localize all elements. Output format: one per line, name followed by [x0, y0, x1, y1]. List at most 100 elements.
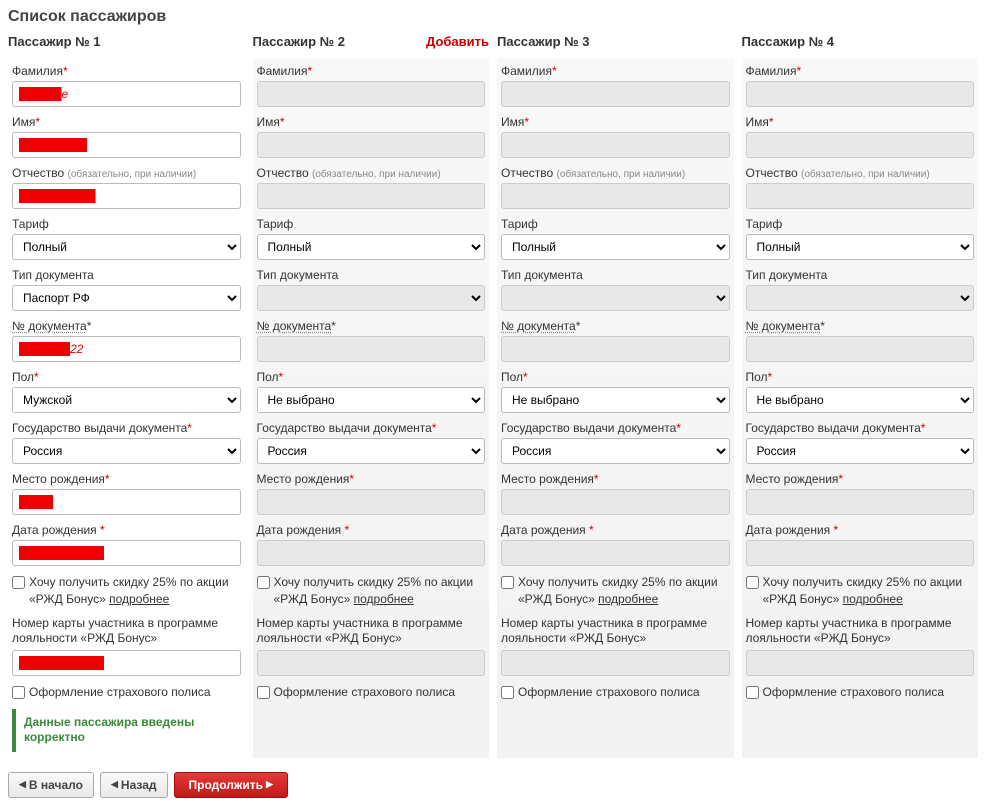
passenger-column-3: Пассажир № 3 Фамилия* Имя* Отчество (обя… [497, 34, 734, 758]
doc-number-label: № документа [257, 319, 332, 333]
birth-date-input[interactable] [501, 540, 730, 566]
name-input[interactable] [501, 132, 730, 158]
loyalty-label: Номер карты участника в программе лояльн… [257, 616, 486, 647]
passenger-header: Пассажир № 2 Добавить [253, 34, 490, 52]
passenger-column-1: Пассажир № 1 Фамилия* Имя* Отчество (обя… [8, 34, 245, 758]
name-input[interactable] [746, 132, 975, 158]
passenger-column-4: Пассажир № 4 Фамилия* Имя* Отчество (обя… [742, 34, 979, 758]
name-input[interactable] [12, 132, 241, 158]
discount-checkbox[interactable] [257, 576, 270, 589]
doc-type-label: Тип документа [257, 268, 486, 282]
chevron-left-icon: ◀ [19, 779, 26, 790]
insurance-label: Оформление страхового полиса [763, 684, 945, 701]
valid-banner: Данные пассажира введены корректно [12, 709, 241, 752]
name-label: Имя* [257, 115, 486, 129]
gender-label: Пол* [257, 370, 486, 384]
birth-place-input[interactable] [257, 489, 486, 515]
birth-place-label: Место рождения* [12, 472, 241, 486]
add-passenger-link[interactable]: Добавить [426, 34, 489, 49]
loyalty-input[interactable] [257, 650, 486, 676]
doc-number-input[interactable] [257, 336, 486, 362]
doc-type-select[interactable] [257, 285, 486, 311]
birth-date-input[interactable] [746, 540, 975, 566]
passenger-title: Пассажир № 2 [253, 34, 346, 49]
issuing-state-label: Государство выдачи документа* [12, 421, 241, 435]
surname-input[interactable] [12, 81, 241, 107]
patronymic-input[interactable] [746, 183, 975, 209]
surname-label: Фамилия* [746, 64, 975, 78]
tariff-select[interactable]: Полный [746, 234, 975, 260]
insurance-checkbox[interactable] [746, 686, 759, 699]
discount-more-link[interactable]: подробнее [598, 592, 658, 606]
birth-date-label: Дата рождения * [746, 523, 975, 537]
discount-checkbox[interactable] [501, 576, 514, 589]
issuing-state-select[interactable]: Россия [501, 438, 730, 464]
loyalty-label: Номер карты участника в программе лояльн… [746, 616, 975, 647]
nav-back-button[interactable]: ◀Назад [100, 772, 168, 798]
gender-select[interactable]: Не выбрано [257, 387, 486, 413]
loyalty-input[interactable] [501, 650, 730, 676]
loyalty-input[interactable] [12, 650, 241, 676]
doc-type-select[interactable] [501, 285, 730, 311]
surname-input[interactable] [257, 81, 486, 107]
name-input[interactable] [257, 132, 486, 158]
insurance-checkbox-row: Оформление страхового полиса [746, 684, 975, 701]
loyalty-input[interactable] [746, 650, 975, 676]
surname-input[interactable] [746, 81, 975, 107]
birth-date-input[interactable] [12, 540, 241, 566]
nav-continue-button[interactable]: Продолжить ▶ [174, 772, 288, 798]
nav-row: ◀В начало ◀Назад Продолжить ▶ [8, 772, 978, 798]
birth-place-input[interactable] [501, 489, 730, 515]
patronymic-input[interactable] [12, 183, 241, 209]
discount-checkbox-row: Хочу получить скидку 25% по акции «РЖД Б… [257, 574, 486, 608]
discount-checkbox-row: Хочу получить скидку 25% по акции «РЖД Б… [501, 574, 730, 608]
gender-select[interactable]: Мужской [12, 387, 241, 413]
tariff-select[interactable]: Полный [501, 234, 730, 260]
chevron-left-icon: ◀ [111, 779, 118, 790]
tariff-label: Тариф [257, 217, 486, 231]
patronymic-input[interactable] [257, 183, 486, 209]
passenger-title: Пассажир № 1 [8, 34, 101, 49]
birth-place-input[interactable] [746, 489, 975, 515]
doc-number-label: № документа [12, 319, 87, 333]
insurance-checkbox[interactable] [501, 686, 514, 699]
passenger-header: Пассажир № 3 [497, 34, 734, 52]
discount-checkbox-row: Хочу получить скидку 25% по акции «РЖД Б… [746, 574, 975, 608]
nav-start-button[interactable]: ◀В начало [8, 772, 94, 798]
discount-more-link[interactable]: подробнее [109, 592, 169, 606]
insurance-checkbox[interactable] [257, 686, 270, 699]
doc-number-input[interactable] [501, 336, 730, 362]
nav-back-label: Назад [121, 778, 157, 792]
insurance-label: Оформление страхового полиса [518, 684, 700, 701]
discount-checkbox[interactable] [12, 576, 25, 589]
insurance-checkbox[interactable] [12, 686, 25, 699]
birth-place-input[interactable] [12, 489, 241, 515]
passenger-column-2: Пассажир № 2 Добавить Фамилия* Имя* Отче… [253, 34, 490, 758]
discount-more-link[interactable]: подробнее [354, 592, 414, 606]
surname-input[interactable] [501, 81, 730, 107]
doc-number-input[interactable] [12, 336, 241, 362]
birth-date-input[interactable] [257, 540, 486, 566]
nav-start-label: В начало [29, 778, 83, 792]
patronymic-input[interactable] [501, 183, 730, 209]
gender-select[interactable]: Не выбрано [746, 387, 975, 413]
tariff-select[interactable]: Полный [257, 234, 486, 260]
issuing-state-select[interactable]: Россия [746, 438, 975, 464]
issuing-state-select[interactable]: Россия [257, 438, 486, 464]
discount-label: Хочу получить скидку 25% по акции «РЖД Б… [274, 574, 486, 608]
discount-label: Хочу получить скидку 25% по акции «РЖД Б… [518, 574, 730, 608]
surname-label: Фамилия* [501, 64, 730, 78]
doc-type-label: Тип документа [746, 268, 975, 282]
doc-type-select[interactable]: Паспорт РФ [12, 285, 241, 311]
insurance-label: Оформление страхового полиса [29, 684, 211, 701]
doc-number-input[interactable] [746, 336, 975, 362]
doc-type-select[interactable] [746, 285, 975, 311]
discount-checkbox[interactable] [746, 576, 759, 589]
doc-number-label: № документа [746, 319, 821, 333]
issuing-state-select[interactable]: Россия [12, 438, 241, 464]
tariff-select[interactable]: Полный [12, 234, 241, 260]
gender-select[interactable]: Не выбрано [501, 387, 730, 413]
discount-more-link[interactable]: подробнее [843, 592, 903, 606]
chevron-right-icon: ▶ [266, 779, 273, 790]
birth-place-label: Место рождения* [257, 472, 486, 486]
